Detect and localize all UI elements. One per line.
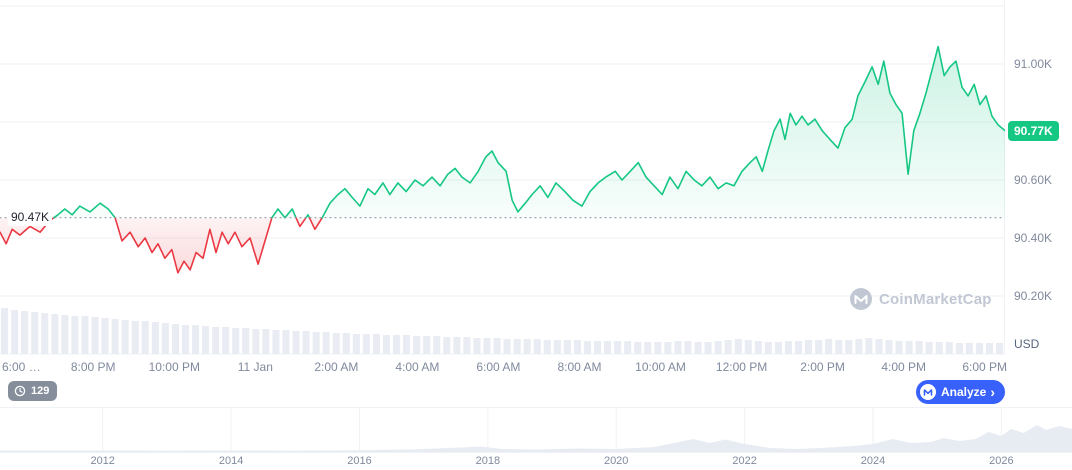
year-label: 2012 xyxy=(90,455,115,467)
year-label: 2018 xyxy=(475,455,501,467)
x-axis-label: 4:00 AM xyxy=(395,360,440,374)
x-axis-label: 6:00 AM xyxy=(476,360,521,374)
x-axis-label: 2:00 AM xyxy=(314,360,359,374)
analyze-label: Analyze xyxy=(940,385,987,399)
x-axis-label: 4:00 PM xyxy=(881,360,927,374)
watchers-badge: 129 xyxy=(8,381,58,401)
date-range-navigator[interactable] xyxy=(0,407,1072,453)
price-lines xyxy=(0,45,1005,274)
x-axis-label: 6:00 … xyxy=(2,360,41,374)
x-axis-label: 2:00 PM xyxy=(800,360,845,374)
cmc-logo-icon xyxy=(919,384,936,400)
price-areas xyxy=(0,46,1005,273)
currency-unit-label: USD xyxy=(1014,337,1040,351)
watermark-text: CoinMarketCap xyxy=(879,290,992,308)
year-label: 2020 xyxy=(603,455,629,467)
y-axis-label: 90.40K xyxy=(1014,231,1053,245)
current-price-badge: 90.77K xyxy=(1008,120,1059,141)
year-label: 2016 xyxy=(347,455,372,467)
x-axis-label: 11 Jan xyxy=(237,360,273,374)
navigator-year-axis: 2012 2014 2016 2018 2020 2022 2024 2026 xyxy=(0,453,1072,470)
watchers-count: 129 xyxy=(31,385,50,397)
y-axis-label: 91.00K xyxy=(1014,57,1053,71)
chevron-right-icon: › xyxy=(990,384,995,400)
analyze-button[interactable]: Analyze › xyxy=(915,380,1005,404)
watermark: CoinMarketCap xyxy=(850,288,992,310)
x-axis-label: 10:00 AM xyxy=(635,360,686,374)
y-axis-label: 90.60K xyxy=(1014,173,1053,187)
year-label: 2024 xyxy=(860,455,886,467)
history-mini-chart[interactable] xyxy=(0,408,1072,452)
chart-area: 90.47K CoinMarketCap USD 91.00K 90.60K 90.… xyxy=(0,0,1072,355)
x-axis-label: 10:00 PM xyxy=(148,360,200,374)
x-axis: 6:00 … 8:00 PM 10:00 PM 11 Jan 2:00 AM 4:00 A… xyxy=(0,355,1008,379)
cmc-logo-icon xyxy=(850,288,872,310)
clock-icon xyxy=(14,385,26,397)
volume-bars xyxy=(1,308,1004,354)
y-axis-label: 90.20K xyxy=(1014,289,1053,303)
year-label: 2022 xyxy=(732,455,757,467)
x-axis-label: 8:00 AM xyxy=(557,360,602,374)
history-silhouette xyxy=(0,425,1072,452)
year-label: 2014 xyxy=(218,455,244,467)
x-axis-label: 6:00 PM xyxy=(962,360,1008,374)
x-axis-label: 12:00 PM xyxy=(715,360,768,374)
controls-row: 129 Analyze › xyxy=(0,379,1072,407)
x-axis-label: 8:00 PM xyxy=(70,360,116,374)
baseline-price-label: 90.47K xyxy=(8,208,53,226)
y-axis: USD 91.00K 90.60K 90.40K 90.20K xyxy=(1005,0,1072,355)
price-chart[interactable] xyxy=(0,0,1005,355)
year-label: 2026 xyxy=(989,455,1014,467)
